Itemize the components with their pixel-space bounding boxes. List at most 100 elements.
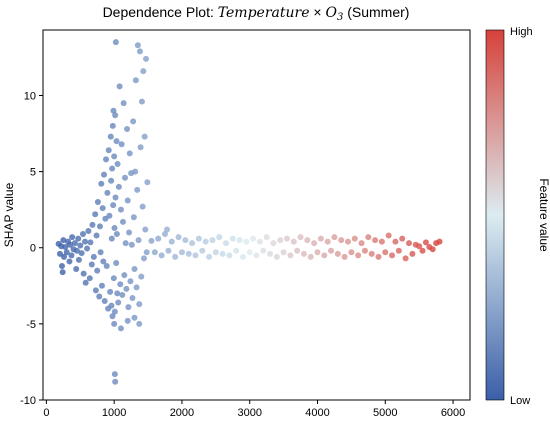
- scatter-point: [151, 249, 158, 256]
- plot-frame: [42, 29, 471, 401]
- scatter-point: [416, 243, 423, 250]
- scatter-point: [94, 267, 101, 274]
- scatter-point: [109, 313, 116, 320]
- scatter-point: [172, 253, 179, 260]
- scatter-point: [113, 231, 120, 238]
- scatter-point: [92, 287, 99, 294]
- scatter-point: [130, 118, 137, 125]
- scatter-point: [71, 240, 78, 247]
- scatter-point: [117, 325, 124, 332]
- scatter-point: [138, 273, 145, 280]
- scatter-point: [324, 238, 331, 245]
- scatter-point: [122, 240, 129, 247]
- scatter-point: [117, 281, 124, 288]
- scatter-point: [260, 247, 267, 254]
- scatter-point: [133, 284, 140, 291]
- scatter-point: [119, 218, 126, 225]
- scatter-point: [331, 234, 338, 241]
- scatter-point: [300, 250, 307, 257]
- scatter-point: [239, 253, 246, 260]
- scatter-point: [267, 250, 274, 257]
- scatter-point: [124, 317, 131, 324]
- scatter-point: [297, 234, 304, 241]
- scatter-point: [96, 293, 103, 300]
- chart-title-prefix: Dependence Plot:: [103, 4, 218, 20]
- scatter-point: [143, 249, 150, 256]
- scatter-point: [98, 282, 105, 289]
- scatter-point: [144, 179, 151, 186]
- scatter-point: [206, 253, 213, 260]
- scatter-point: [114, 160, 121, 167]
- colorbar-high-label: High: [510, 26, 533, 38]
- scatter-point: [82, 238, 89, 245]
- scatter-point: [136, 320, 143, 327]
- scatter-point: [256, 238, 263, 245]
- scatter-point: [140, 255, 147, 262]
- scatter-point: [378, 238, 385, 245]
- scatter-point: [141, 133, 148, 140]
- scatter-point: [62, 243, 69, 250]
- scatter-point: [122, 174, 129, 181]
- scatter-point: [243, 238, 250, 245]
- scatter-point: [195, 235, 202, 242]
- colorbar-label: Feature value: [537, 178, 550, 252]
- scatter-point: [143, 55, 150, 62]
- scatter-point: [63, 249, 70, 256]
- scatter-point: [61, 253, 68, 260]
- scatter-point: [69, 234, 76, 241]
- y-axis: -10 -5 0 5 10: [20, 90, 43, 407]
- scatter-point: [165, 247, 172, 254]
- scatter-point: [334, 250, 341, 257]
- scatter-point: [73, 247, 80, 254]
- scatter-point: [66, 258, 73, 265]
- scatter-point: [80, 270, 87, 277]
- scatter-point: [60, 237, 67, 244]
- y-tick-label: -10: [20, 395, 36, 407]
- scatter-point: [136, 301, 143, 308]
- y-axis-label: SHAP value: [2, 182, 16, 247]
- scatter-point: [341, 253, 348, 260]
- scatter-point: [97, 249, 104, 256]
- scatter-point: [123, 285, 130, 292]
- scatter-point: [103, 156, 110, 163]
- scatter-point: [189, 240, 196, 247]
- scatter-point: [348, 249, 355, 256]
- x-tick-label: 5000: [373, 407, 397, 419]
- scatter-point: [164, 226, 171, 233]
- scatter-point: [125, 304, 132, 311]
- scatter-point: [155, 235, 162, 242]
- scatter-point: [90, 253, 97, 260]
- scatter-point: [67, 241, 74, 248]
- scatter-point: [246, 249, 253, 256]
- scatter-point: [338, 237, 345, 244]
- scatter-point: [124, 125, 131, 132]
- scatter-point: [103, 263, 110, 270]
- scatter-point: [263, 234, 270, 241]
- scatter-point: [392, 238, 399, 245]
- scatter-point: [100, 258, 107, 265]
- colorbar: [485, 29, 505, 401]
- scatter-point: [110, 275, 117, 282]
- x-tick-label: 3000: [237, 407, 261, 419]
- scatter-point: [395, 247, 402, 254]
- scatter-point: [178, 249, 185, 256]
- scatter-point: [135, 237, 142, 244]
- scatter-point: [372, 237, 379, 244]
- scatter-point: [75, 256, 82, 263]
- scatter-point: [109, 122, 116, 129]
- scatter-point: [112, 194, 119, 201]
- scatter-point: [112, 39, 119, 46]
- scatter-point: [111, 320, 118, 327]
- scatter-point: [105, 147, 112, 154]
- scatter-point: [129, 294, 136, 301]
- scatter-point: [307, 253, 314, 260]
- scatter-point: [128, 241, 135, 248]
- colorbar-low-label: Low: [510, 395, 530, 407]
- scatter-point: [223, 240, 229, 247]
- scatter-point: [132, 168, 139, 175]
- x-axis: 0 1000 2000 3000 4000 5000 6000: [43, 400, 465, 419]
- scatter-point: [113, 259, 120, 266]
- scatter-point: [321, 252, 328, 259]
- scatter-point: [168, 238, 175, 245]
- scatter-point: [229, 235, 236, 242]
